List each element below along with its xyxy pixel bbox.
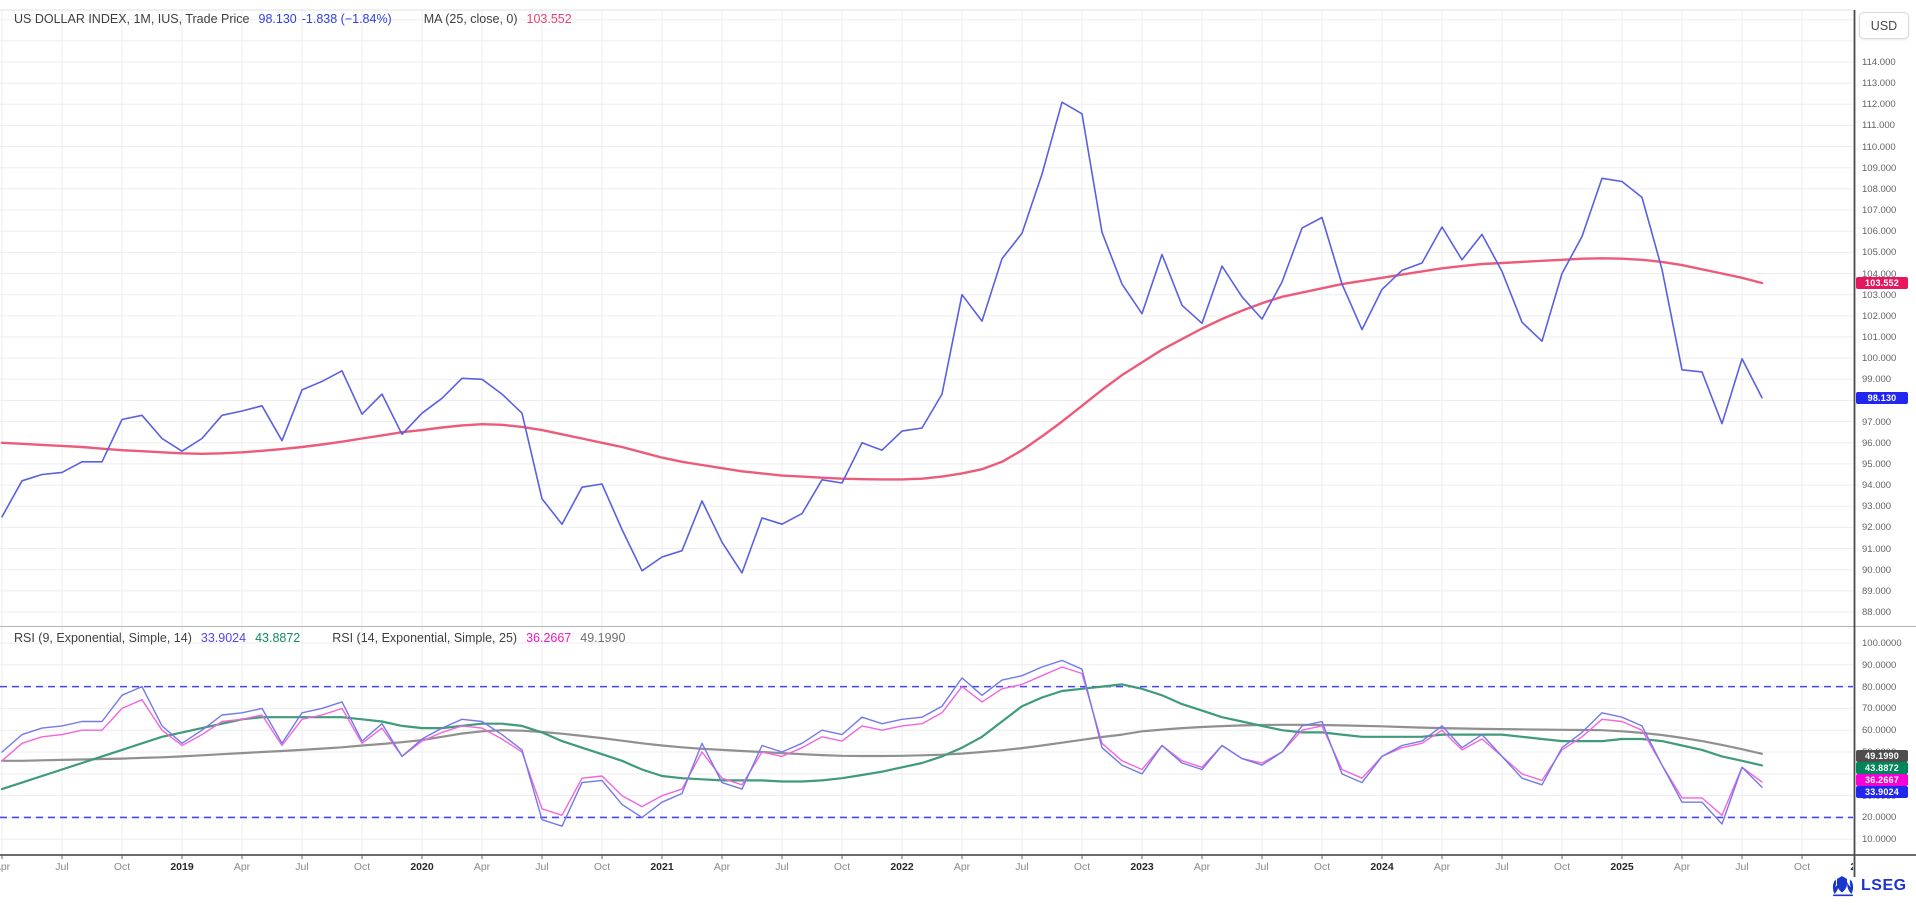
rsi-axis-label: 80.0000 bbox=[1862, 681, 1897, 693]
currency-selector[interactable]: USD bbox=[1859, 12, 1909, 39]
rsi14-label: RSI (14, Exponential, Simple, 25) bbox=[332, 631, 518, 645]
currency-label: USD bbox=[1870, 18, 1898, 33]
rsi14-signal-value: 49.1990 bbox=[580, 631, 626, 645]
time-tick-label: Jul bbox=[1255, 861, 1269, 873]
price-axis-label: 91.000 bbox=[1862, 543, 1892, 555]
ma-label: MA (25, close, 0) bbox=[423, 12, 518, 26]
price-axis-label: 90.000 bbox=[1862, 564, 1892, 576]
price-axis-label: 102.000 bbox=[1862, 310, 1897, 322]
lseg-logo: LSEG bbox=[1830, 875, 1907, 897]
time-tick-label: Apr bbox=[233, 861, 251, 873]
time-tick-label: Jul bbox=[1015, 861, 1029, 873]
price-axis-label: 93.000 bbox=[1862, 501, 1892, 513]
time-axis[interactable]: Apr Jul Oct 2019 Apr Jul Oct 2020 Apr Jul Oct 2021 A… bbox=[0, 856, 1853, 882]
time-tick-label: Oct bbox=[353, 861, 371, 873]
rsi-badge: 49.1990 bbox=[1856, 749, 1908, 762]
time-tick-label: 2024 bbox=[1370, 861, 1394, 873]
time-tick-label: Oct bbox=[1313, 861, 1331, 873]
rsi9-value: 33.9024 bbox=[200, 631, 247, 645]
price-axis-label: 97.000 bbox=[1862, 416, 1892, 428]
time-tick-label: Oct bbox=[833, 861, 851, 873]
lseg-logo-text: LSEG bbox=[1861, 877, 1907, 894]
last-price: 98.130 bbox=[258, 12, 297, 26]
rsi-axis-label: 100.0000 bbox=[1862, 638, 1902, 649]
price-axis-label: 103.000 bbox=[1862, 289, 1897, 301]
time-tick-label: 2023 bbox=[1130, 861, 1154, 873]
rsi-axis-label: 90.0000 bbox=[1862, 659, 1897, 671]
price-axis-label: 108.000 bbox=[1862, 183, 1897, 195]
time-tick-label: 2025 bbox=[1610, 861, 1634, 873]
price-chart-area[interactable] bbox=[0, 10, 1853, 626]
price-axis-label: 113.000 bbox=[1862, 78, 1896, 90]
price-axis-label: 101.000 bbox=[1862, 332, 1897, 343]
rsi-axis-label: 60.0000 bbox=[1862, 725, 1897, 737]
time-tick-label: Oct bbox=[1553, 861, 1571, 873]
price-axis-label: 96.000 bbox=[1862, 437, 1892, 449]
price-axis-label: 105.000 bbox=[1862, 247, 1897, 259]
price-axis-label: 100.000 bbox=[1862, 353, 1897, 365]
rsi-badge: 43.8872 bbox=[1856, 761, 1908, 774]
price-axis-column[interactable] bbox=[1853, 40, 1916, 855]
time-tick-label: Oct bbox=[1793, 861, 1811, 873]
price-axis-label: 99.000 bbox=[1862, 374, 1892, 386]
rsi14-value: 36.2667 bbox=[526, 631, 572, 645]
time-tick-label: 2026 bbox=[1850, 861, 1853, 873]
time-tick-label: Apr bbox=[1433, 861, 1451, 873]
time-tick-label: Apr bbox=[953, 861, 971, 873]
rsi-badge: 36.2667 bbox=[1856, 773, 1908, 786]
price-axis-label: 112.000 bbox=[1862, 99, 1896, 111]
rsi-legend[interactable]: RSI (9, Exponential, Simple, 14) 33.9024… bbox=[14, 631, 625, 645]
time-tick-label: Jul bbox=[1495, 861, 1509, 873]
price-axis-label: 111.000 bbox=[1862, 120, 1895, 132]
time-tick-label: Oct bbox=[1073, 861, 1091, 873]
rsi9-label: RSI (9, Exponential, Simple, 14) bbox=[14, 631, 192, 645]
price-axis-label: 106.000 bbox=[1862, 226, 1897, 238]
instrument-title: US DOLLAR INDEX, 1M, IUS, Trade Price bbox=[14, 12, 250, 26]
rsi-axis-label: 10.0000 bbox=[1862, 834, 1897, 846]
time-tick-label: Jul bbox=[295, 861, 309, 873]
price-axis-label: 104.000 bbox=[1862, 268, 1897, 280]
rsi9-signal-value: 43.8872 bbox=[255, 631, 301, 645]
price-axis-label: 110.000 bbox=[1862, 141, 1896, 153]
price-axis-label: 95.000 bbox=[1862, 458, 1892, 470]
time-tick-label: 2022 bbox=[890, 861, 914, 873]
price-change: -1.838 (−1.84%) bbox=[301, 12, 392, 26]
lseg-crest-icon bbox=[1832, 876, 1854, 897]
time-tick-label: Jul bbox=[535, 861, 549, 873]
rsi-axis-label: 70.0000 bbox=[1862, 703, 1897, 715]
price-axis-label: 92.000 bbox=[1862, 522, 1892, 534]
price-badge: 103.552 bbox=[1856, 277, 1908, 290]
rsi-axis-label: 20.0000 bbox=[1862, 812, 1897, 824]
time-tick-label: Jul bbox=[55, 861, 69, 873]
price-axis-label: 109.000 bbox=[1862, 162, 1897, 174]
rsi-chart-area[interactable] bbox=[0, 627, 1853, 853]
price-axis-label: 114.000 bbox=[1862, 57, 1896, 68]
price-axis-label: 107.000 bbox=[1862, 205, 1897, 217]
time-tick-label: Oct bbox=[593, 861, 611, 873]
time-tick-label: 2020 bbox=[410, 861, 434, 873]
price-axis-label: 89.000 bbox=[1862, 585, 1892, 597]
time-tick-label: Oct bbox=[113, 861, 131, 873]
time-tick-label: Apr bbox=[1673, 861, 1691, 873]
time-tick-label: Apr bbox=[0, 861, 11, 873]
price-badge: 98.130 bbox=[1856, 391, 1908, 404]
price-axis-label: 88.000 bbox=[1862, 607, 1892, 618]
time-tick-label: 2019 bbox=[170, 861, 194, 873]
time-tick-label: Apr bbox=[713, 861, 731, 873]
rsi-badge: 33.9024 bbox=[1856, 785, 1908, 798]
time-tick-label: Apr bbox=[1193, 861, 1211, 873]
time-tick-label: Jul bbox=[1735, 861, 1749, 873]
price-legend[interactable]: US DOLLAR INDEX, 1M, IUS, Trade Price 98… bbox=[14, 12, 572, 26]
time-tick-label: Jul bbox=[775, 861, 789, 873]
ma-value: 103.552 bbox=[526, 12, 572, 26]
price-axis-label: 94.000 bbox=[1862, 480, 1892, 492]
time-tick-label: 2021 bbox=[650, 861, 674, 873]
time-tick-label: Apr bbox=[473, 861, 491, 873]
